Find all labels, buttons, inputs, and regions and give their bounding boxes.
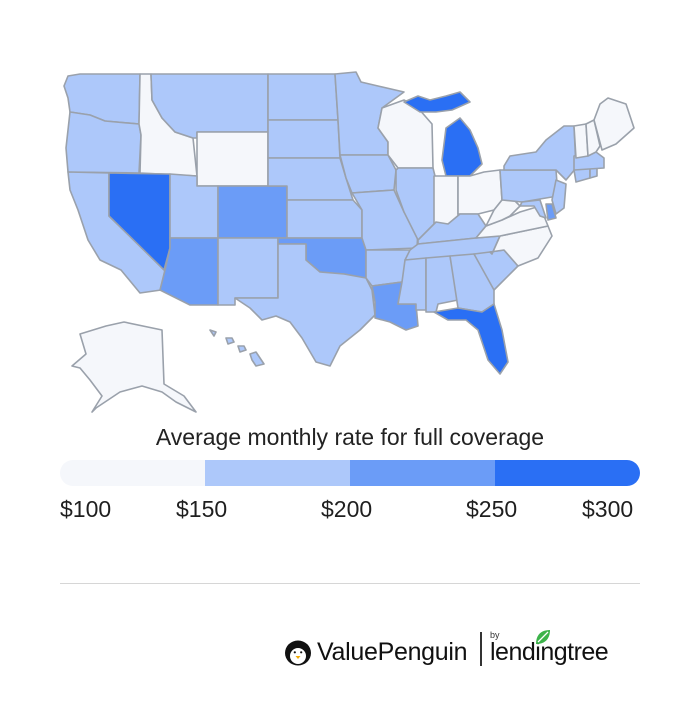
lendingtree-wordmark: lendingtree — [490, 638, 609, 666]
legend-segment-1 — [60, 460, 205, 486]
state-tx[interactable] — [234, 243, 376, 367]
legend-label-100: $100 — [60, 496, 112, 522]
legend-segment-2 — [205, 460, 350, 486]
state-nh[interactable] — [585, 119, 601, 157]
brand-logos: ValuePenguin by lendingtree — [284, 628, 624, 674]
legend-label-150: $150 — [176, 496, 228, 522]
by-label: by — [490, 630, 500, 640]
state-md[interactable] — [519, 199, 547, 219]
state-fl[interactable] — [433, 303, 509, 375]
state-sd[interactable] — [267, 119, 341, 159]
legend-title: Average monthly rate for full coverage — [155, 424, 545, 450]
state-wy[interactable] — [196, 131, 269, 187]
legend-label-300: $300 — [582, 496, 634, 522]
state-ak[interactable] — [71, 321, 197, 413]
valuepenguin-wordmark: ValuePenguin — [317, 638, 468, 666]
penguin-logo-icon — [285, 640, 311, 666]
state-ks[interactable] — [286, 199, 363, 239]
state-wi[interactable] — [377, 99, 434, 169]
legend-label-250: $250 — [466, 496, 518, 522]
us-choropleth-map — [63, 71, 635, 413]
state-pa[interactable] — [499, 169, 559, 203]
legend-color-bar — [60, 460, 640, 486]
state-nd[interactable] — [267, 73, 339, 121]
footer-divider — [60, 583, 640, 584]
legend-segment-4 — [495, 460, 640, 486]
legend-label-200: $200 — [321, 496, 373, 522]
legend-segment-3 — [350, 460, 495, 486]
state-mi-upper[interactable] — [403, 91, 471, 113]
state-de[interactable] — [545, 203, 557, 221]
state-hi[interactable] — [209, 329, 265, 367]
state-co[interactable] — [217, 185, 288, 239]
brand-separator — [480, 632, 482, 666]
state-nj[interactable] — [551, 179, 567, 215]
state-mi-lower[interactable] — [441, 117, 483, 177]
legend-labels: $100 $150 $200 $250 $300 — [0, 496, 700, 526]
state-me[interactable] — [593, 97, 635, 151]
leaf-icon — [536, 630, 550, 644]
state-nm[interactable] — [217, 237, 279, 306]
